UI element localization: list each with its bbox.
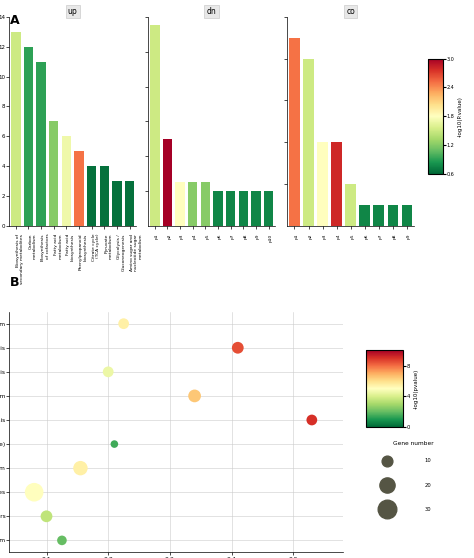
Point bbox=[104, 367, 112, 376]
Bar bbox=[125, 181, 134, 226]
Bar bbox=[87, 166, 96, 226]
Bar bbox=[188, 182, 198, 226]
Bar bbox=[317, 142, 328, 226]
Bar bbox=[251, 191, 261, 226]
Bar bbox=[289, 38, 300, 226]
Title: dn: dn bbox=[207, 7, 217, 16]
Bar bbox=[213, 191, 223, 226]
Bar bbox=[374, 205, 384, 226]
Bar bbox=[49, 122, 58, 226]
Point bbox=[120, 319, 128, 328]
Point bbox=[58, 536, 66, 545]
Bar bbox=[331, 142, 342, 226]
Y-axis label: -log10(P.value): -log10(P.value) bbox=[457, 96, 462, 137]
Text: 20: 20 bbox=[424, 483, 431, 488]
Text: B: B bbox=[9, 276, 19, 289]
Text: 10: 10 bbox=[424, 459, 431, 464]
Bar bbox=[359, 205, 370, 226]
Bar bbox=[303, 59, 314, 226]
Y-axis label: -log10(pvalue): -log10(pvalue) bbox=[413, 369, 418, 409]
Text: A: A bbox=[9, 14, 19, 27]
Bar bbox=[346, 184, 356, 226]
Bar bbox=[401, 205, 412, 226]
Bar bbox=[264, 191, 273, 226]
Title: up: up bbox=[68, 7, 78, 16]
Title: co: co bbox=[346, 7, 355, 16]
Text: Gene number: Gene number bbox=[393, 441, 434, 446]
Bar bbox=[388, 205, 398, 226]
Point bbox=[308, 416, 316, 425]
Bar bbox=[112, 181, 122, 226]
Point bbox=[234, 343, 242, 352]
Point bbox=[77, 464, 84, 473]
Bar bbox=[36, 61, 46, 226]
Bar bbox=[74, 151, 84, 226]
Bar bbox=[226, 191, 236, 226]
Bar bbox=[175, 182, 185, 226]
Point bbox=[191, 392, 199, 401]
Bar bbox=[163, 139, 172, 226]
Bar bbox=[150, 26, 160, 226]
Point bbox=[110, 440, 118, 449]
Point bbox=[30, 488, 38, 497]
Bar bbox=[62, 136, 71, 226]
Text: 30: 30 bbox=[424, 507, 431, 512]
Bar bbox=[238, 191, 248, 226]
Bar bbox=[100, 166, 109, 226]
Bar bbox=[24, 47, 33, 226]
Bar bbox=[11, 32, 20, 226]
Bar bbox=[201, 182, 210, 226]
Point bbox=[43, 512, 50, 521]
